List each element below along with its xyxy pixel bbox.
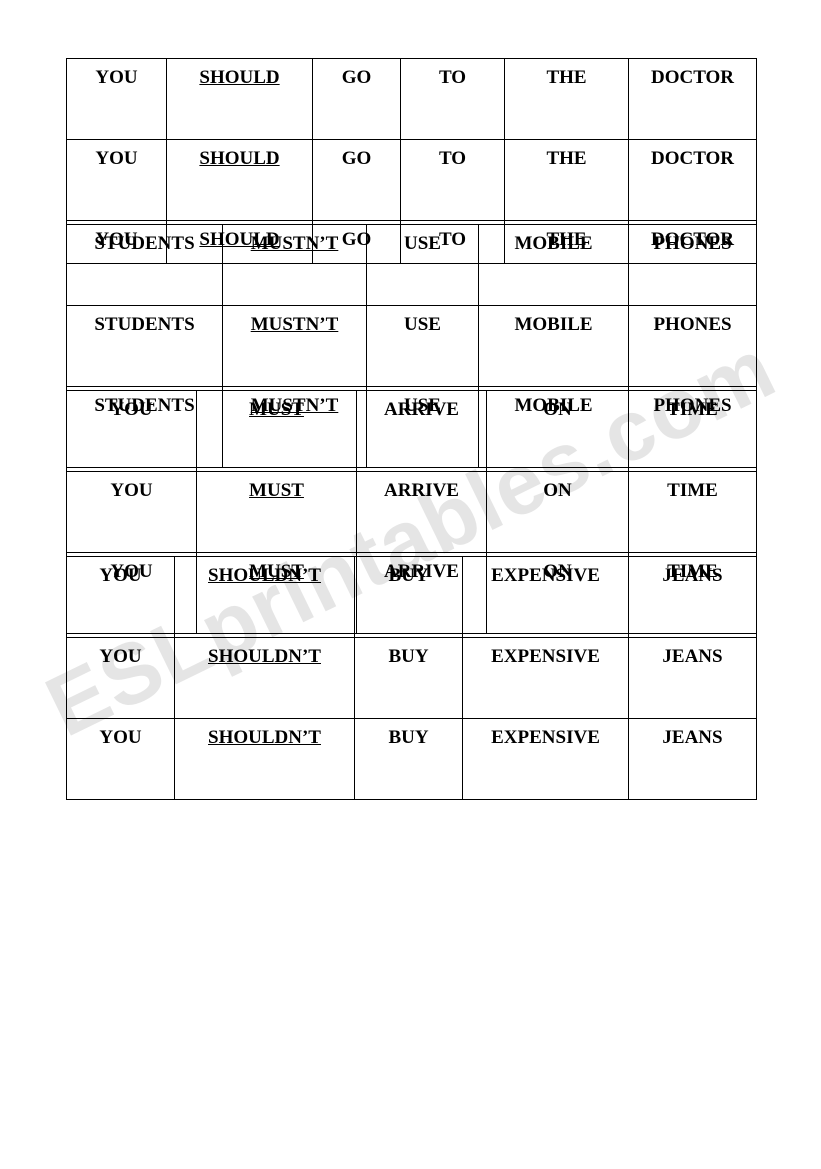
cell-text: PHONES bbox=[629, 306, 757, 387]
cell-text: BUY bbox=[355, 719, 463, 800]
cell-text: THE bbox=[505, 59, 629, 140]
table-row: YOU SHOULDN’T BUY EXPENSIVE JEANS bbox=[67, 638, 757, 719]
table-row: YOU MUST ARRIVE ON TIME bbox=[67, 472, 757, 553]
cell-text: YOU bbox=[67, 557, 175, 638]
cell-text: YOU bbox=[67, 719, 175, 800]
cell-text: JEANS bbox=[629, 638, 757, 719]
cell-text: MUST bbox=[197, 391, 357, 472]
modal-verb: SHOULDN’T bbox=[208, 565, 321, 586]
cell-text: BUY bbox=[355, 557, 463, 638]
cell-text: SHOULD bbox=[167, 140, 313, 221]
cell-text: DOCTOR bbox=[629, 140, 757, 221]
cell-text: YOU bbox=[67, 59, 167, 140]
cell-text: SHOULD bbox=[167, 59, 313, 140]
cell-text: JEANS bbox=[629, 557, 757, 638]
cell-text: MUSTN’T bbox=[223, 225, 367, 306]
cell-text: MOBILE bbox=[479, 225, 629, 306]
modal-verb: MUSTN’T bbox=[251, 233, 339, 254]
cell-text: ARRIVE bbox=[357, 391, 487, 472]
modal-verb: SHOULDN’T bbox=[208, 646, 321, 667]
cell-text: DOCTOR bbox=[629, 59, 757, 140]
table-row: YOU SHOULD GO TO THE DOCTOR bbox=[67, 59, 757, 140]
cell-text: SHOULDN’T bbox=[175, 719, 355, 800]
cell-text: TO bbox=[401, 59, 505, 140]
modal-verb: SHOULDN’T bbox=[208, 727, 321, 748]
cell-text: TIME bbox=[629, 391, 757, 472]
worksheet-page: YOU SHOULD GO TO THE DOCTOR YOU SHOULD G… bbox=[0, 0, 821, 1169]
table-row: YOU SHOULD GO TO THE DOCTOR bbox=[67, 140, 757, 221]
cell-text: SHOULDN’T bbox=[175, 638, 355, 719]
cell-text: THE bbox=[505, 140, 629, 221]
cell-text: YOU bbox=[67, 638, 175, 719]
table-row: YOU SHOULDN’T BUY EXPENSIVE JEANS bbox=[67, 557, 757, 638]
cell-text: GO bbox=[313, 59, 401, 140]
modal-verb: MUST bbox=[249, 399, 304, 420]
cell-text: EXPENSIVE bbox=[463, 719, 629, 800]
cell-text: PHONES bbox=[629, 225, 757, 306]
cell-text: TIME bbox=[629, 472, 757, 553]
cell-text: ARRIVE bbox=[357, 472, 487, 553]
cell-text: GO bbox=[313, 140, 401, 221]
modal-verb: MUSTN’T bbox=[251, 314, 339, 335]
table-row: YOU SHOULDN’T BUY EXPENSIVE JEANS bbox=[67, 719, 757, 800]
cell-text: EXPENSIVE bbox=[463, 557, 629, 638]
table-shouldnt-jeans: YOU SHOULDN’T BUY EXPENSIVE JEANS YOU SH… bbox=[66, 556, 757, 800]
table-row: YOU MUST ARRIVE ON TIME bbox=[67, 391, 757, 472]
cell-text: USE bbox=[367, 225, 479, 306]
cell-text: YOU bbox=[67, 472, 197, 553]
cell-text: STUDENTS bbox=[67, 306, 223, 387]
cell-text: JEANS bbox=[629, 719, 757, 800]
cell-text: MUSTN’T bbox=[223, 306, 367, 387]
modal-verb: SHOULD bbox=[199, 148, 279, 169]
cell-text: BUY bbox=[355, 638, 463, 719]
cell-text: ON bbox=[487, 391, 629, 472]
modal-verb: MUST bbox=[249, 480, 304, 501]
cell-text: TO bbox=[401, 140, 505, 221]
cell-text: USE bbox=[367, 306, 479, 387]
table-row: STUDENTS MUSTN’T USE MOBILE PHONES bbox=[67, 225, 757, 306]
modal-verb: SHOULD bbox=[199, 67, 279, 88]
cell-text: MUST bbox=[197, 472, 357, 553]
cell-text: YOU bbox=[67, 391, 197, 472]
cell-text: MOBILE bbox=[479, 306, 629, 387]
cell-text: ON bbox=[487, 472, 629, 553]
table-row: STUDENTS MUSTN’T USE MOBILE PHONES bbox=[67, 306, 757, 387]
cell-text: SHOULDN’T bbox=[175, 557, 355, 638]
cell-text: EXPENSIVE bbox=[463, 638, 629, 719]
cell-text: STUDENTS bbox=[67, 225, 223, 306]
cell-text: YOU bbox=[67, 140, 167, 221]
